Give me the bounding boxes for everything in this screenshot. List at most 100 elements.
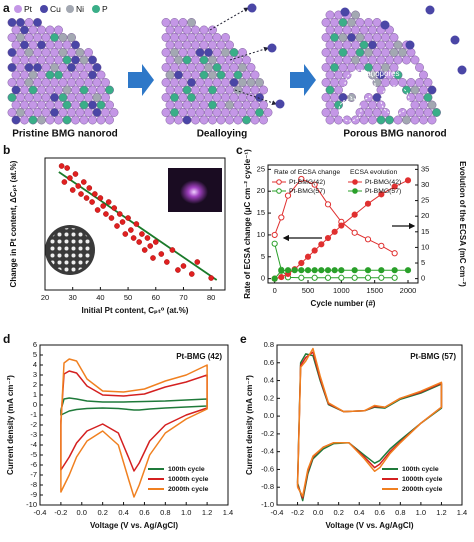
atom [165,70,175,80]
atom [321,48,331,57]
point [114,223,120,229]
atom [165,55,175,65]
atom [182,115,192,125]
atom [410,115,420,125]
atom [221,93,230,102]
atom [182,85,192,95]
y-tick-label: -1 [30,410,37,419]
point [164,259,170,265]
x-tick-label: 80 [207,293,215,302]
atom [16,18,25,27]
x-tick-label: 0.8 [160,508,170,517]
atom [347,48,356,57]
atom [165,100,175,110]
atom [238,63,247,72]
y-tick-label: 0.6 [264,358,274,367]
atom [62,40,72,50]
atom [88,70,97,80]
atom [37,40,46,50]
atom [37,100,46,110]
atom [195,63,205,72]
atom [427,115,437,125]
atom [16,33,25,42]
legend-label: 1000th cycle [168,476,209,483]
atom [238,48,247,57]
atom [170,18,179,27]
atom [54,70,63,80]
atom [16,78,25,87]
atom [359,40,369,50]
atom [351,55,360,65]
point [378,242,385,249]
point [125,215,131,221]
atom [242,55,251,65]
point [128,227,134,233]
atom [330,63,339,72]
atom [359,100,369,110]
atom [385,115,394,125]
atom [71,115,80,125]
atom [79,55,89,65]
point [83,195,90,201]
atom [330,48,339,57]
atom [259,115,268,125]
atom [338,18,348,27]
atom [88,115,97,125]
x-tick-label: 1500 [366,286,383,295]
legend-title: ECSA evolution [350,169,397,176]
atom [84,78,93,87]
point [298,259,305,267]
atom [11,25,21,35]
atom [170,78,179,87]
series-line [296,347,443,497]
atom [330,93,339,102]
atom [178,108,188,117]
atom [238,108,247,117]
atom [58,48,68,57]
atom [423,78,433,87]
atom [71,55,80,65]
dealloy-arrow [234,89,277,106]
point [391,274,398,281]
atom [174,70,183,80]
atom [33,93,42,102]
atom [20,70,29,80]
panel-letter: b [3,143,10,157]
legend-label: P [102,4,108,14]
y2-tick-label: 15 [421,227,429,236]
atom [372,108,382,117]
legend-label: Pt-BMG(42) [289,179,325,186]
atom [393,55,403,65]
point [278,214,285,221]
y2-tick-label: 25 [421,196,429,205]
y-axis-label: Current density (mA cm⁻²) [6,375,15,475]
atom [170,108,179,117]
x-tick-label: 2000 [400,286,417,295]
y2-tick-label: 10 [421,242,429,251]
x-axis-label: Voltage (V vs. Ag/AgCl) [90,521,178,530]
y-tick-label: -0.8 [261,482,274,491]
atom [28,70,38,80]
atom [170,48,179,57]
y-tick-label: -4 [30,440,37,449]
atom [41,93,51,102]
atom [415,78,424,87]
x-tick-label: 20 [41,293,49,302]
series-line [274,179,409,280]
point [404,177,412,184]
atom [41,33,51,42]
atom [419,100,428,110]
atom [45,85,55,95]
point [147,243,154,249]
point [304,253,312,260]
y-tick-label: 6 [33,340,37,349]
x-tick-label: 1.0 [416,508,426,517]
point [100,203,106,209]
point [97,195,104,201]
point [108,215,115,221]
point [105,199,112,205]
atom [342,25,352,35]
series-line [60,370,208,472]
atom [338,78,348,87]
point [338,274,345,281]
